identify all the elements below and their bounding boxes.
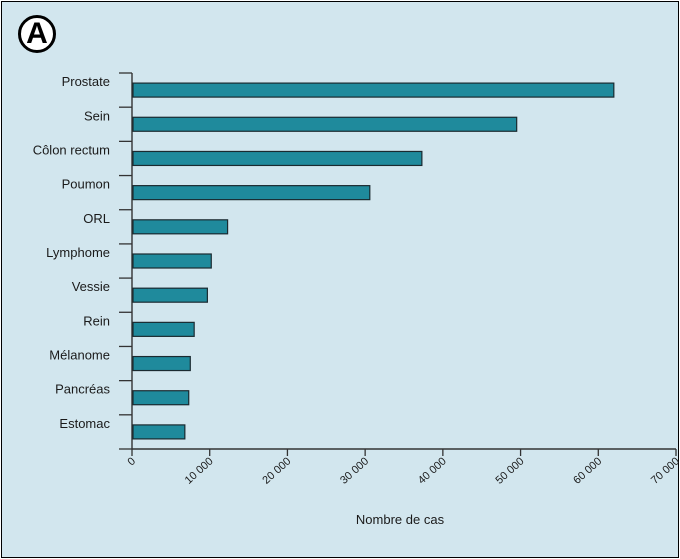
x-axis-label: Nombre de cas <box>356 512 445 527</box>
x-tick-label: 0 <box>125 455 138 468</box>
bar-orl <box>132 219 229 235</box>
x-tick-label: 10 000 <box>183 455 216 486</box>
bar-group <box>132 82 615 440</box>
bar-rein <box>132 321 195 337</box>
bar-lymphome <box>132 253 212 269</box>
category-label: Rein <box>83 313 110 328</box>
bar-pancr-as <box>132 390 190 406</box>
category-label: Estomac <box>59 416 110 431</box>
bar-m-lanome <box>132 355 191 372</box>
category-label: Pancréas <box>55 382 110 397</box>
chart-axes <box>119 72 676 450</box>
category-label: Lymphome <box>46 245 110 260</box>
panel-label-badge: A <box>18 15 56 53</box>
bar-prostate <box>132 82 615 98</box>
bar-vessie <box>132 287 208 303</box>
x-tick-label: 30 000 <box>338 455 371 486</box>
category-label: Mélanome <box>49 348 110 363</box>
x-tick-label: 70 000 <box>649 455 680 486</box>
x-tick-label: 40 000 <box>416 455 449 486</box>
bar-estomac <box>132 424 186 440</box>
x-tick-label: 60 000 <box>571 455 604 486</box>
panel-label: A <box>26 17 48 50</box>
x-tick-labels: 0 10 000 20 000 30 000 40 000 50 000 60 000 70 … <box>125 449 680 487</box>
bar-sein <box>132 116 518 132</box>
bar-poumon <box>132 185 371 201</box>
category-label: ORL <box>83 211 110 226</box>
category-label: Côlon rectum <box>33 142 110 157</box>
category-label: Sein <box>84 108 110 123</box>
category-label: Vessie <box>72 279 110 294</box>
category-label: Poumon <box>62 177 110 192</box>
category-label: Prostate <box>62 74 110 89</box>
x-tick-label: 50 000 <box>494 455 527 486</box>
category-labels: Prostate Sein Côlon rectum Poumon ORL Lymphom… <box>33 74 111 431</box>
bar-c-lon-rectum <box>132 150 423 167</box>
x-tick-label: 20 000 <box>260 455 293 486</box>
